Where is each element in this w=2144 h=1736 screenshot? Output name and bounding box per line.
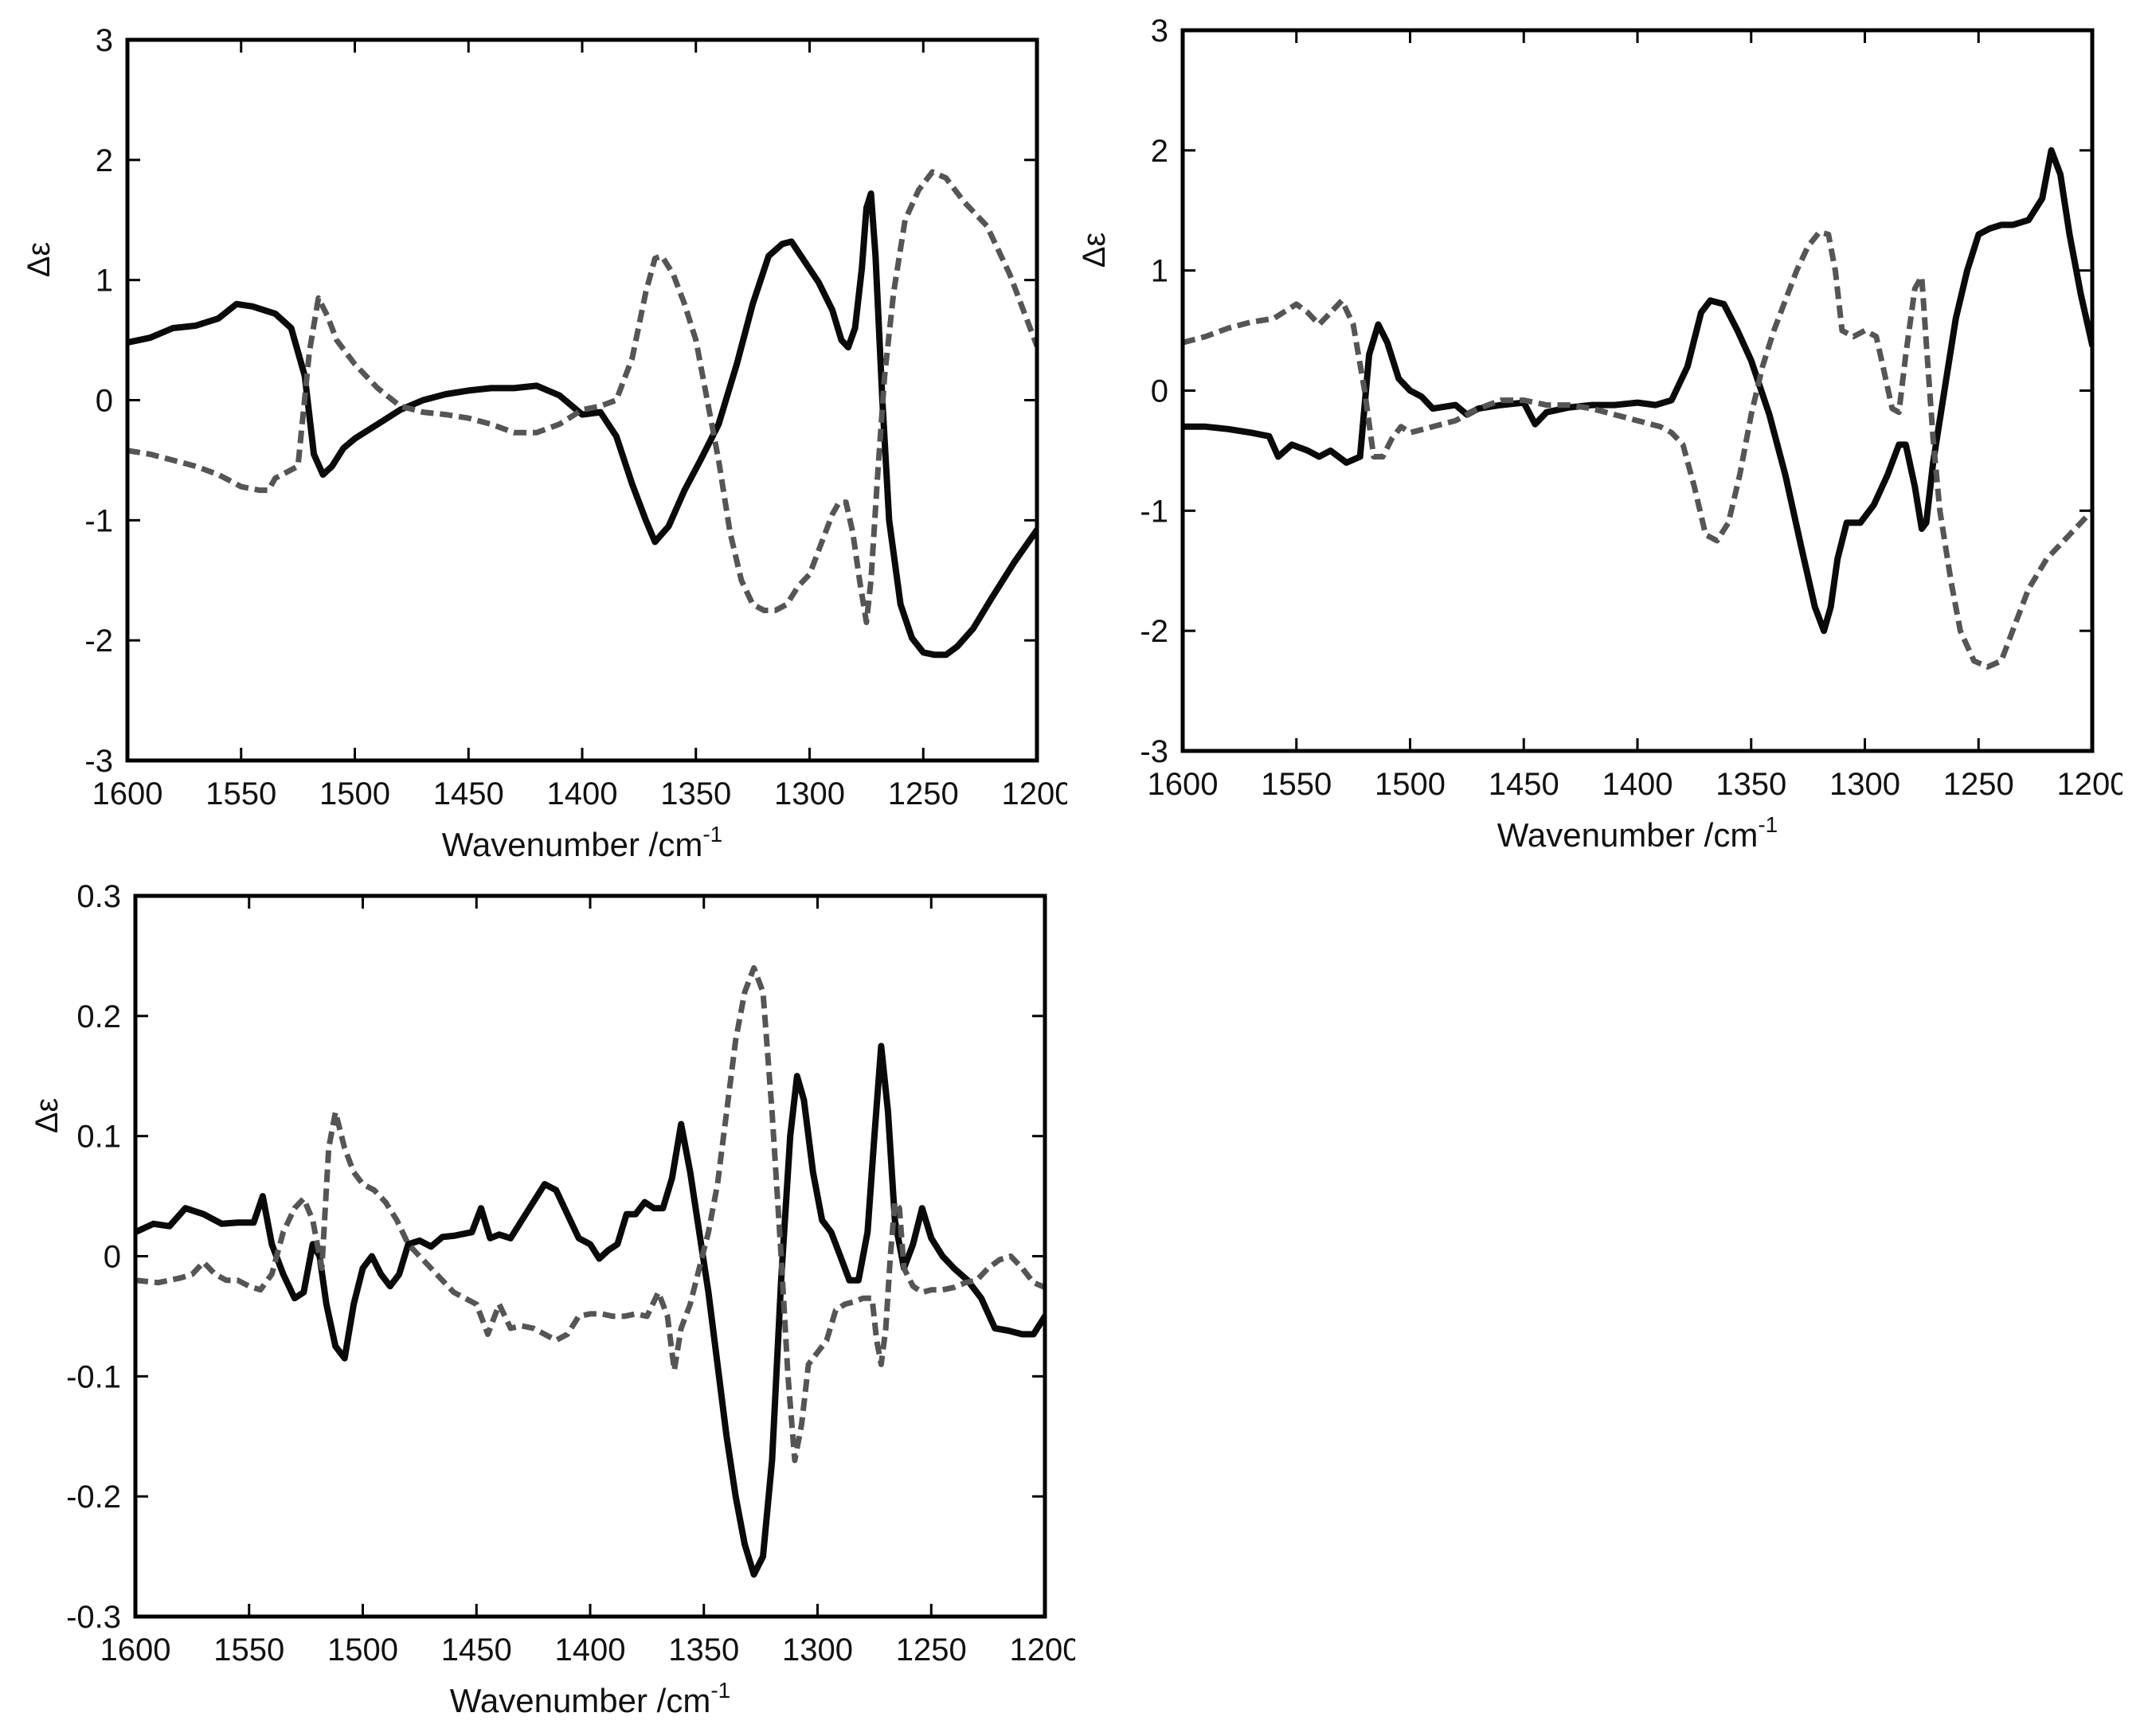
chart-svg: 1600 1550 1500 1450 1400 1350 1300 1250 1200 3 2 1 0… (22, 23, 1072, 863)
x-tick-label: 1450 (433, 776, 504, 811)
x-tick-label: 1300 (774, 776, 845, 811)
x-tick-label: 1300 (782, 1632, 853, 1668)
series-solid-line (127, 190, 1037, 659)
x-tick-label: 1600 (92, 776, 163, 811)
x-tick-label: 1550 (1261, 767, 1332, 802)
x-tick-label: 1550 (213, 1632, 284, 1668)
y-tick-label: 0.1 (76, 1120, 121, 1155)
y-tick-label: -3 (1140, 734, 1168, 769)
x-tick-label: 1550 (205, 776, 276, 811)
x-tick-label: 1450 (441, 1632, 512, 1668)
x-tick-label: 1400 (555, 1632, 626, 1668)
y-axis-label: Δε (22, 242, 57, 278)
y-tick-label: 0 (104, 1240, 121, 1275)
series-dashed-line (135, 965, 1045, 1464)
chart-svg: 1600 1550 1500 1450 1400 1350 1300 1250 1200 3 2 1 0… (1077, 14, 2127, 854)
x-tick-label: 1600 (100, 1632, 171, 1668)
y-tick-label: 1 (1151, 254, 1168, 289)
x-axis-label-text: Wavenumber /cm (1497, 816, 1759, 854)
x-tick-label: 1200 (2057, 767, 2122, 802)
x-axis-label-text: Wavenumber /cm (442, 826, 703, 863)
x-tick-label: 1500 (327, 1632, 398, 1668)
x-axis-label: Wavenumber /cm-1 (1497, 812, 1778, 854)
x-tick-label: 1200 (1010, 1632, 1075, 1668)
x-tick-label: 1600 (1148, 767, 1219, 802)
y-tick-label: -1 (84, 503, 113, 538)
series-dashed-line (127, 169, 1037, 625)
x-tick-label: 1350 (668, 1632, 739, 1668)
x-tick-label: 1350 (660, 776, 731, 811)
x-tick-label: 1250 (896, 1632, 967, 1668)
plot-frame (125, 37, 1039, 763)
y-axis-label: Δε (29, 1098, 65, 1134)
y-tick-label: 0 (1151, 374, 1168, 409)
x-axis-label-text: Wavenumber /cm (450, 1682, 711, 1719)
chart-panel-top-right: 1600 1550 1500 1450 1400 1350 1300 1250 1200 3 2 1 0… (1055, 0, 2127, 870)
x-tick-label: 1400 (547, 776, 618, 811)
y-tick-label: 0.3 (76, 879, 121, 914)
series-solid-line (135, 1042, 1045, 1578)
y-tick-label: -0.2 (66, 1480, 121, 1515)
y-tick-label: 2 (96, 143, 113, 178)
x-tick-label: 1350 (1716, 767, 1786, 802)
y-tick-label: -0.1 (66, 1359, 121, 1394)
x-tick-label: 1450 (1489, 767, 1559, 802)
y-tick-label: -3 (84, 744, 113, 779)
x-tick-label: 1300 (1829, 767, 1900, 802)
x-axis-label: Wavenumber /cm-1 (442, 822, 722, 863)
y-axis-label: Δε (1077, 233, 1112, 268)
x-tick-label: 1500 (1375, 767, 1446, 802)
y-tick-label: 0 (96, 384, 113, 419)
x-axis-label-superscript: -1 (1758, 812, 1778, 837)
chart-panel-top-left: 1600 1550 1500 1450 1400 1350 1300 1250 1200 3 2 1 0… (0, 0, 1072, 880)
x-tick-label: 1250 (1943, 767, 2014, 802)
plot-frame (1180, 28, 2095, 753)
y-tick-label: 3 (96, 23, 113, 58)
x-tick-label: 1200 (1002, 776, 1067, 811)
x-axis-label-superscript: -1 (710, 1678, 730, 1703)
x-tick-label: 1250 (888, 776, 959, 811)
series-dashed-line (1183, 229, 2092, 670)
y-tick-label: -1 (1140, 494, 1168, 529)
y-tick-label: 2 (1151, 134, 1168, 169)
chart-panel-bottom-left: 1600 1550 1500 1450 1400 1350 1300 1250 1200 0.3 0… (8, 856, 1080, 1736)
y-tick-label: 1 (96, 264, 113, 299)
x-axis-label-superscript: -1 (702, 822, 722, 846)
y-tick-label: 3 (1151, 14, 1168, 49)
y-tick-label: -2 (1140, 614, 1168, 649)
series-solid-line (1183, 147, 2092, 635)
x-axis-label: Wavenumber /cm-1 (450, 1678, 730, 1719)
y-tick-label: -0.3 (66, 1600, 121, 1635)
y-tick-label: -2 (84, 624, 113, 659)
x-tick-label: 1400 (1602, 767, 1673, 802)
x-tick-label: 1500 (319, 776, 390, 811)
chart-svg: 1600 1550 1500 1450 1400 1350 1300 1250 1200 0.3 0… (29, 879, 1080, 1719)
y-tick-label: 0.2 (76, 999, 121, 1034)
